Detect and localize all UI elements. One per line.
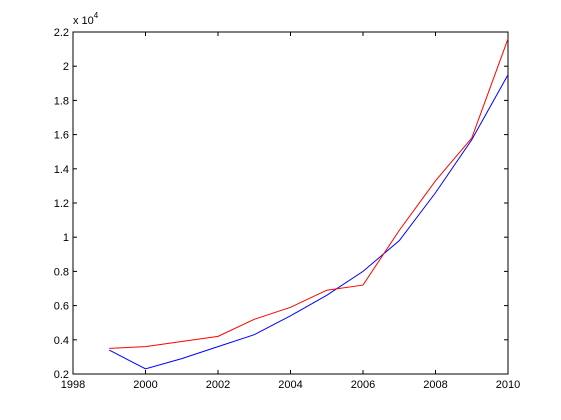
x-tick-label: 2000 <box>133 379 157 391</box>
y-tick-label: 1.8 <box>54 95 69 107</box>
y-tick-label: 0.6 <box>54 301 69 313</box>
y-tick-label: 0.4 <box>54 335 69 347</box>
x-tick-label: 1998 <box>61 379 85 391</box>
y-tick-label: 2.2 <box>54 27 69 39</box>
y-tick-label: 1.6 <box>54 130 69 142</box>
series-line <box>109 74 509 370</box>
series-line <box>109 38 509 349</box>
y-tick-label: 1 <box>63 232 69 244</box>
x-tick-label: 2004 <box>278 379 302 391</box>
y-multiplier: x 104 <box>73 11 99 27</box>
multiplier-base: x 10 <box>73 15 94 27</box>
multiplier-exponent: 4 <box>94 11 99 20</box>
y-tick-label: 1.4 <box>54 164 69 176</box>
y-tick-label: 2 <box>63 61 69 73</box>
plot-frame <box>72 31 509 375</box>
x-tick-label: 2002 <box>206 379 230 391</box>
y-tick-label: 0.2 <box>54 369 69 381</box>
y-tick-label: 0.8 <box>54 266 69 278</box>
x-tick-label: 2006 <box>351 379 375 391</box>
y-tick-label: 1.2 <box>54 198 69 210</box>
x-tick-label: 2008 <box>423 379 447 391</box>
x-tick-label: 2010 <box>496 379 520 391</box>
